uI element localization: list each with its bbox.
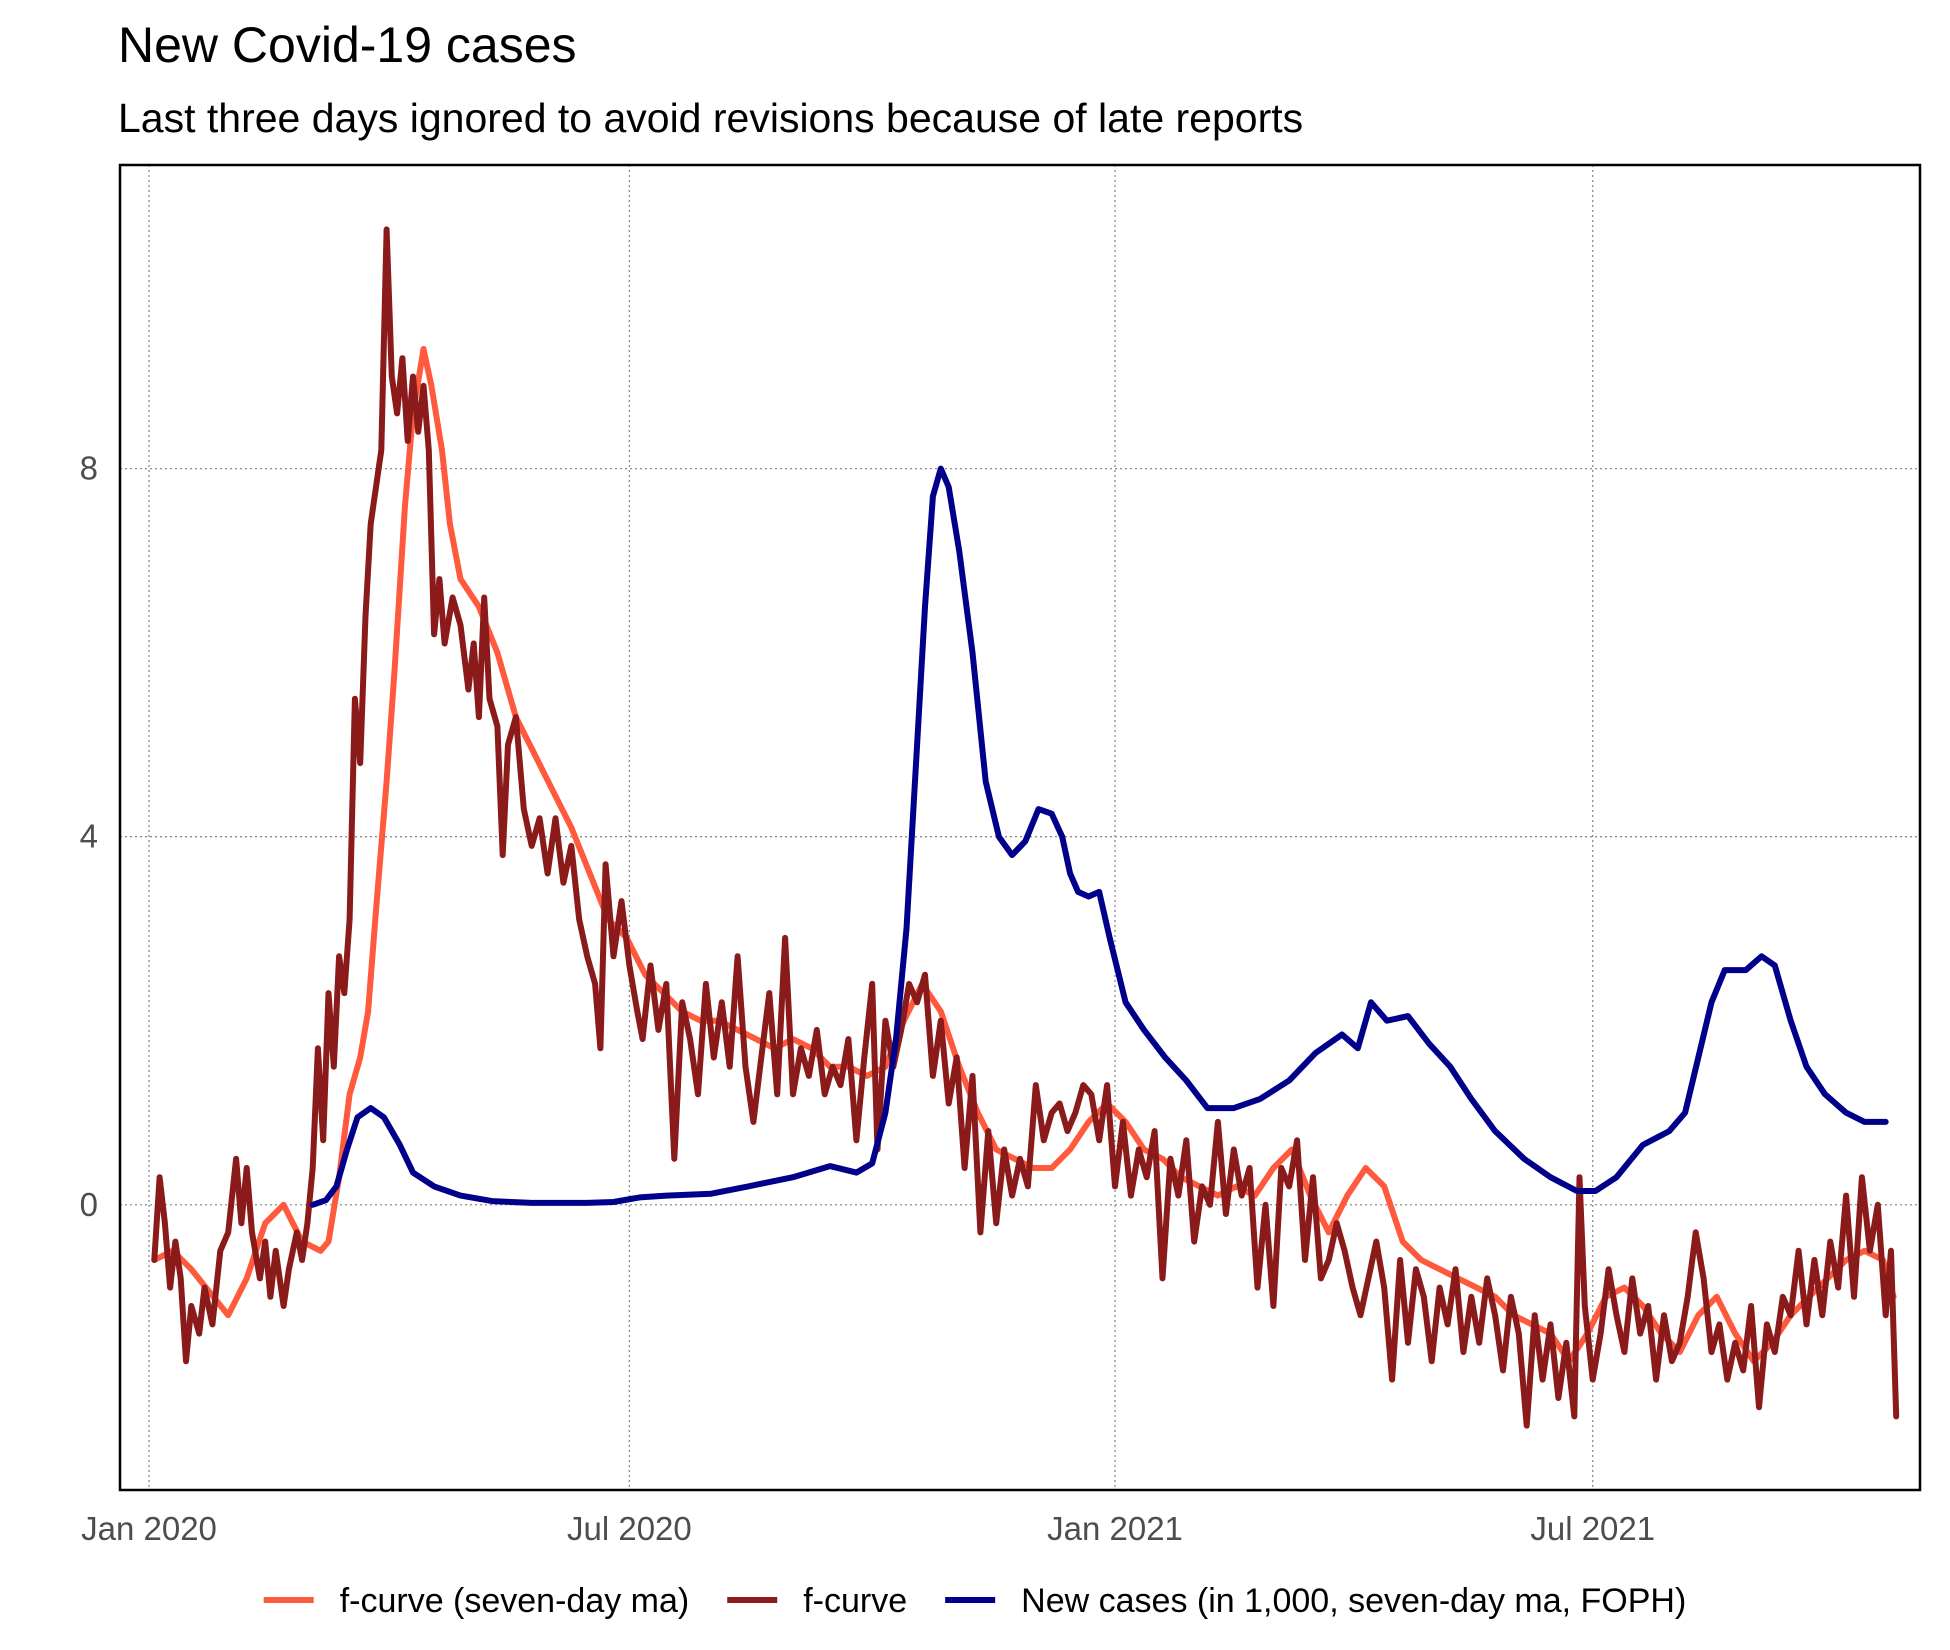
series-line-f-curve [151,226,1900,1429]
legend-label: f-curve (seven-day ma) [340,1582,690,1620]
y-tick-label: 4 [80,818,98,855]
x-tick-label: Jul 2021 [1530,1510,1655,1547]
series-line-new-cases-in-1-000-seven-day-ma-foph [309,465,1889,1208]
series-line-f-curve-seven-day-ma [151,346,1897,1365]
y-axis: 0 4 8 [80,450,98,1223]
plot-frame [118,163,1922,1492]
gridlines [120,165,1920,1490]
chart-subtitle: Last three days ignored to avoid revisio… [118,95,1303,141]
x-axis: Jan 2020 Jul 2020 Jan 2021 Jul 2021 [81,1510,1655,1547]
legend-label: New cases (in 1,000, seven-day ma, FOPH) [1021,1582,1686,1620]
series-lines [151,226,1900,1429]
x-tick-label: Jan 2020 [81,1510,217,1547]
legend-label: f-curve [803,1582,907,1620]
y-tick-label: 0 [80,1186,98,1223]
legend: f-curve (seven-day ma) f-curve New cases (… [263,1582,1686,1620]
x-tick-label: Jan 2021 [1047,1510,1183,1547]
x-tick-label: Jul 2020 [567,1510,692,1547]
chart-title: New Covid-19 cases [118,17,577,73]
y-tick-label: 8 [80,450,98,487]
